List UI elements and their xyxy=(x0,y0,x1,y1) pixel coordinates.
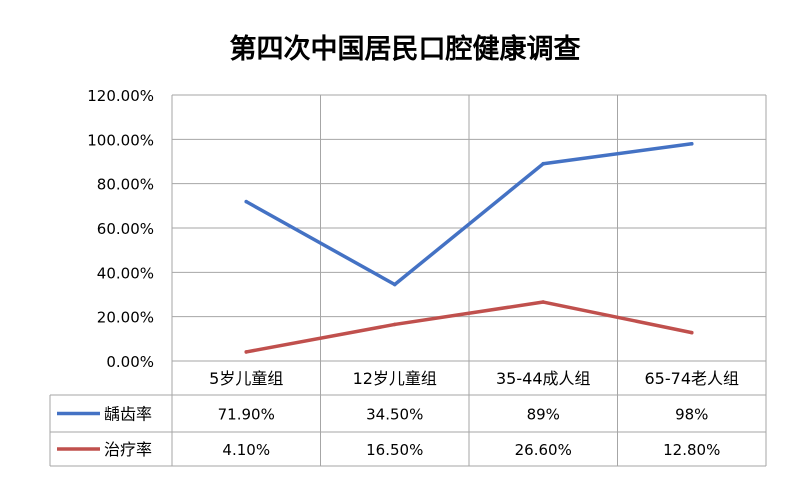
series-lines xyxy=(244,141,694,354)
data-point xyxy=(244,350,249,354)
y-tick-label: 40.00% xyxy=(97,264,154,282)
table-value-cell: 26.60% xyxy=(515,441,572,459)
y-tick-label: 0.00% xyxy=(106,353,154,371)
table-value-cell: 12.80% xyxy=(663,441,720,459)
data-point xyxy=(392,322,397,327)
data-point xyxy=(541,161,546,166)
legend-label: 龋齿率 xyxy=(104,405,152,424)
y-axis-ticks: 0.00% 20.00% 40.00% 60.00% 80.00% 100.00% 120.… xyxy=(87,87,154,371)
series-line-treatment-rate xyxy=(244,300,694,354)
table-value-cell: 16.50% xyxy=(366,441,423,459)
table-value-cell: 89% xyxy=(527,406,560,424)
y-tick-label: 100.00% xyxy=(87,131,154,149)
legend-label: 治疗率 xyxy=(104,440,152,459)
data-point xyxy=(689,330,694,335)
category-label: 65-74老人组 xyxy=(645,369,740,388)
y-tick-label: 20.00% xyxy=(97,309,154,327)
table-value-cell: 71.90% xyxy=(218,406,275,424)
chart-title: 第四次中国居民口腔健康调查 xyxy=(230,33,581,65)
y-tick-label: 120.00% xyxy=(87,87,154,105)
data-point xyxy=(392,282,397,287)
table-value-cell: 4.10% xyxy=(222,441,270,459)
data-point xyxy=(689,141,694,146)
category-label: 35-44成人组 xyxy=(496,369,591,388)
series-line-caries-rate xyxy=(244,142,694,287)
y-tick-label: 60.00% xyxy=(97,220,154,238)
data-point xyxy=(244,199,249,204)
data-point xyxy=(541,300,546,304)
category-label: 5岁儿童组 xyxy=(209,369,283,388)
table-value-cell: 98% xyxy=(675,406,708,424)
category-label: 12岁儿童组 xyxy=(353,369,437,388)
table-value-cell: 34.50% xyxy=(366,406,423,424)
y-tick-label: 80.00% xyxy=(97,176,154,194)
